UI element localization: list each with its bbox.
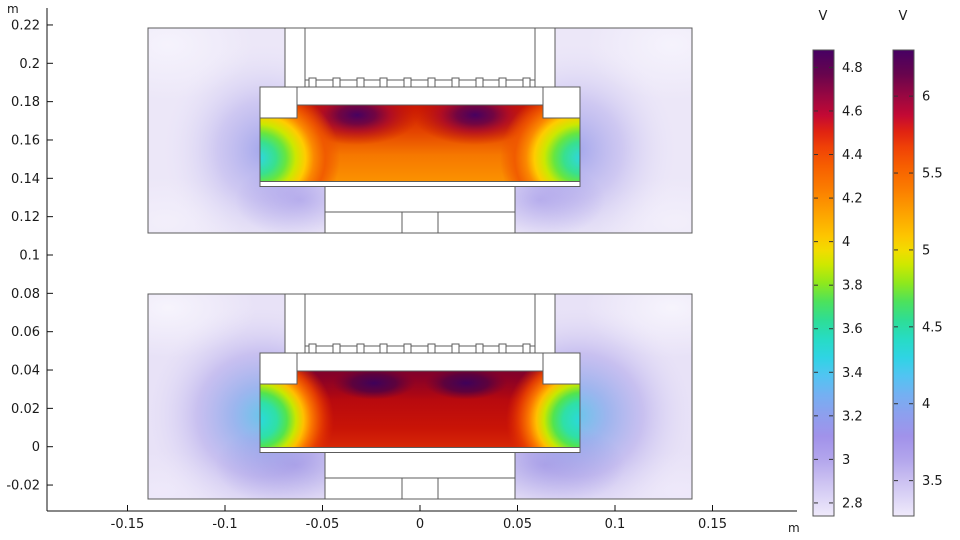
colorbar-upper-ticks: 4.8 4.6 4.4 4.2 4 3.8 3.6 3.4 3.2 3 2.8 [814, 61, 863, 511]
x-tick-label: 0.15 [698, 517, 727, 532]
colorbar-lower: V 6 5.5 5 4.5 4 3.5 [892, 9, 943, 517]
colorbar-tick-label: 5 [922, 243, 930, 258]
colorbar-lower-ticks: 6 5.5 5 4.5 4 3.5 [894, 90, 943, 489]
x-axis-unit: m [788, 521, 800, 535]
colorbar-lower-title: V [899, 9, 908, 24]
upper-plasma-field [260, 105, 580, 182]
y-tick-label: 0.1 [19, 249, 40, 264]
x-axis: -0.15 -0.1 -0.05 0 0.05 0.1 0.15 m [47, 505, 800, 535]
colorbar-tick-label: 3.5 [922, 474, 943, 489]
x-axis-ticks: -0.15 -0.1 -0.05 0 0.05 0.1 0.15 [111, 505, 727, 532]
colorbar-tick-label: 3.2 [842, 409, 863, 424]
reactor-lower [147, 293, 693, 500]
colorbar-tick-label: 5.5 [922, 167, 943, 182]
colorbar-tick-label: 3.6 [842, 322, 863, 337]
x-tick-label: 0 [416, 517, 424, 532]
y-tick-label: 0.18 [11, 95, 40, 110]
colorbar-tick-label: 3.4 [842, 366, 863, 381]
colorbar-upper-title: V [819, 9, 828, 24]
reactor-upper [147, 27, 693, 234]
y-tick-label: 0 [32, 440, 40, 455]
y-tick-label: 0.12 [11, 210, 40, 225]
colorbar-tick-label: 4 [842, 235, 850, 250]
y-tick-label: 0.14 [11, 172, 40, 187]
y-tick-label: 0.04 [11, 364, 40, 379]
y-axis-unit: m [7, 2, 19, 16]
x-tick-label: 0.05 [503, 517, 532, 532]
colorbar-upper-gradient [812, 49, 835, 517]
colorbar-tick-label: 3 [842, 453, 850, 468]
colorbar-tick-label: 4.8 [842, 61, 863, 76]
colorbar-lower-gradient [892, 49, 915, 517]
colorbar-tick-label: 4.2 [842, 192, 863, 207]
colorbar-tick-label: 4.5 [922, 320, 943, 335]
colorbar-tick-label: 2.8 [842, 496, 863, 511]
x-tick-label: -0.05 [306, 517, 340, 532]
y-tick-label: 0.08 [11, 287, 40, 302]
y-axis: 0.22 0.2 0.18 0.16 0.14 0.12 0.1 0.08 0.06 0.04 0.… [6, 2, 53, 511]
x-tick-label: 0.1 [605, 517, 626, 532]
y-axis-ticks: 0.22 0.2 0.18 0.16 0.14 0.12 0.1 0.08 0.06 0.04 0.… [6, 18, 53, 494]
y-tick-label: 0.16 [11, 133, 40, 148]
colorbar-tick-label: 6 [922, 90, 930, 105]
y-tick-label: 0.02 [11, 402, 40, 417]
colorbar-upper: V 4.8 4.6 4.4 4.2 4 3.8 3.6 3.4 3.2 3 2.8 [812, 9, 863, 517]
x-tick-label: -0.1 [212, 517, 237, 532]
colorbar-tick-label: 4.4 [842, 148, 863, 163]
y-tick-label: 0.06 [11, 325, 40, 340]
colorbar-tick-label: 3.8 [842, 279, 863, 294]
colorbar-tick-label: 4.6 [842, 104, 863, 119]
lower-plasma-field [260, 371, 580, 448]
colorbar-tick-label: 4 [922, 397, 930, 412]
y-tick-label: 0.22 [11, 18, 40, 33]
x-tick-label: -0.15 [111, 517, 145, 532]
y-tick-label: 0.2 [19, 57, 40, 72]
y-tick-label: -0.02 [6, 479, 40, 494]
